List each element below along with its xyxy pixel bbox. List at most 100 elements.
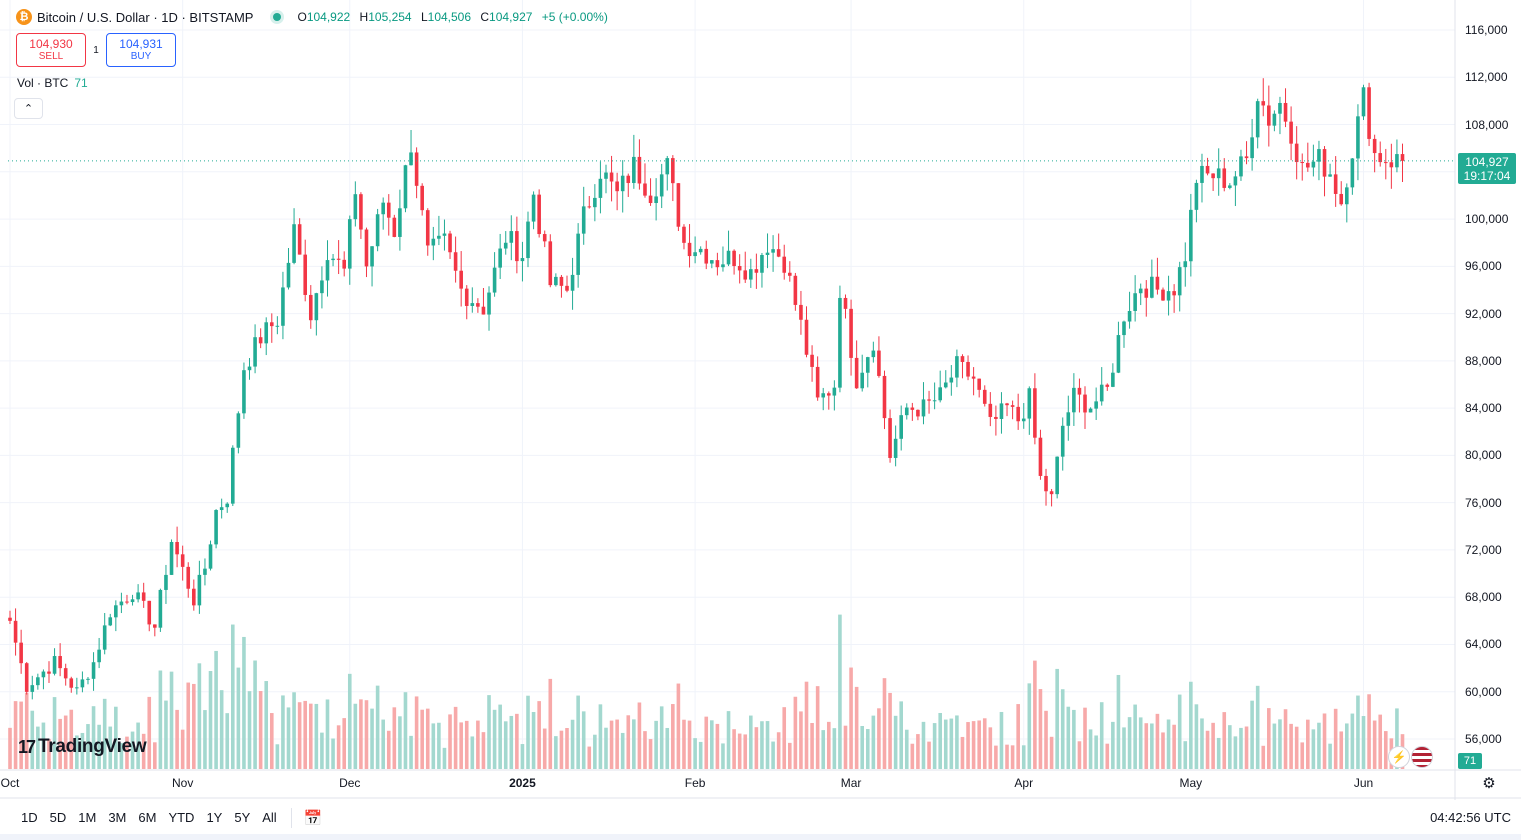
candle-body <box>286 262 291 288</box>
time-axis[interactable]: Oct Nov Dec 2025 Feb Mar Apr May Jun <box>1 776 1374 790</box>
us-flag-icon[interactable] <box>1411 746 1433 768</box>
range-6m[interactable]: 6M <box>138 810 157 825</box>
volume-bar <box>47 739 51 769</box>
range-5d[interactable]: 5D <box>49 810 67 825</box>
range-1d[interactable]: 1D <box>21 810 38 825</box>
candle-body <box>1233 176 1238 186</box>
volume-bar <box>1383 731 1388 769</box>
volume-bar <box>1183 741 1188 769</box>
candle-body <box>1317 149 1321 162</box>
candle-body <box>214 510 218 545</box>
volume-bar <box>242 636 246 769</box>
candle-body <box>938 387 942 401</box>
price-chart[interactable]: Oct Nov Dec 2025 Feb Mar Apr May Jun <box>0 0 1521 800</box>
volume-bar <box>943 719 948 769</box>
volume-bar <box>615 719 619 769</box>
candle-body <box>1205 165 1210 174</box>
range-all[interactable]: All <box>262 810 277 825</box>
volume-bar <box>1328 743 1332 769</box>
price-tick-label: 116,000 <box>1465 23 1508 37</box>
range-5y[interactable]: 5Y <box>234 810 251 825</box>
buy-button[interactable]: 104,931 BUY <box>106 33 176 67</box>
last-price-tag: 104,927 19:17:04 <box>1458 153 1516 184</box>
symbol-title[interactable]: Bitcoin / U.S. Dollar · 1D · BITSTAMP <box>37 9 254 25</box>
lightning-icon[interactable]: ⚡ <box>1388 746 1410 768</box>
candle-body <box>1244 156 1249 159</box>
volume-bar <box>1222 712 1227 769</box>
volume-legend[interactable]: Vol · BTC 71 <box>17 76 88 90</box>
candles <box>8 78 1405 700</box>
volume-bar <box>442 747 447 769</box>
volume-bar <box>871 715 876 769</box>
volume-bar <box>63 715 68 769</box>
candle-body <box>910 407 915 410</box>
candle-body <box>464 288 469 306</box>
candle-body <box>1222 168 1227 188</box>
range-3m[interactable]: 3M <box>108 810 127 825</box>
volume-bar <box>375 685 380 769</box>
candle-body <box>258 337 263 344</box>
volume-bar <box>203 710 207 769</box>
candle-body <box>108 617 113 626</box>
volume-bar <box>386 730 391 769</box>
range-1m[interactable]: 1M <box>78 810 97 825</box>
candle-body <box>342 259 346 269</box>
candle-body <box>888 418 892 458</box>
high-label: H <box>359 10 369 24</box>
candle-body <box>693 252 697 257</box>
collapse-legend-button[interactable]: ⌃ <box>14 98 43 119</box>
volume-bar <box>164 700 168 769</box>
volume-bar <box>1116 674 1121 769</box>
candle-body <box>180 554 185 567</box>
candle-body <box>414 152 419 186</box>
candle-body <box>648 195 653 204</box>
volume-bar <box>1250 700 1254 769</box>
candle-body <box>570 274 575 291</box>
volume-bar <box>97 724 101 769</box>
candle-body <box>381 202 385 215</box>
calendar-icon[interactable]: 📅 <box>303 810 323 827</box>
volume-bar <box>1021 745 1026 769</box>
candle-body <box>1111 372 1115 387</box>
candle-body <box>760 254 764 273</box>
volume-bar <box>197 663 202 769</box>
volume-bar <box>754 727 759 769</box>
volume-bar <box>637 702 642 769</box>
utc-clock[interactable]: 04:42:56 UTC <box>1430 810 1511 825</box>
range-1y[interactable]: 1Y <box>206 810 223 825</box>
volume-bar <box>776 732 781 769</box>
range-ytd[interactable]: YTD <box>168 810 195 825</box>
candle-body <box>247 366 252 371</box>
volume-bar <box>1172 724 1176 769</box>
candle-body <box>1044 475 1048 492</box>
volume-bar <box>916 734 920 769</box>
volume-bar <box>1099 702 1104 769</box>
candle-body <box>403 165 408 209</box>
volume-bar <box>771 741 775 769</box>
bottom-edge <box>0 834 1521 840</box>
candle-body <box>448 233 452 253</box>
price-tick-label: 112,000 <box>1465 70 1508 85</box>
volume-bar <box>153 742 157 769</box>
candle-body <box>30 685 35 692</box>
candle-body <box>799 304 803 320</box>
gear-icon[interactable]: ⚙ <box>1482 775 1496 792</box>
candle-body <box>749 269 753 280</box>
volume-bar <box>1361 716 1366 769</box>
tradingview-logo[interactable]: 17 TradingView <box>18 736 147 758</box>
candle-body <box>253 337 257 367</box>
candle-body <box>1306 162 1310 168</box>
volume-bar <box>609 720 614 769</box>
volume-bar <box>1228 725 1232 769</box>
market-status-icon[interactable] <box>273 13 282 21</box>
price-tick-label: 100,000 <box>1465 212 1509 227</box>
volume-bar <box>581 711 586 769</box>
candle-body <box>242 370 246 414</box>
volume-bar <box>1189 681 1193 769</box>
candle-body <box>470 303 475 306</box>
candle-body <box>1189 209 1193 262</box>
sell-button[interactable]: 104,930 SELL <box>16 33 86 67</box>
candle-body <box>966 361 970 377</box>
volume-bar <box>1272 723 1277 769</box>
candle-body <box>325 260 330 281</box>
